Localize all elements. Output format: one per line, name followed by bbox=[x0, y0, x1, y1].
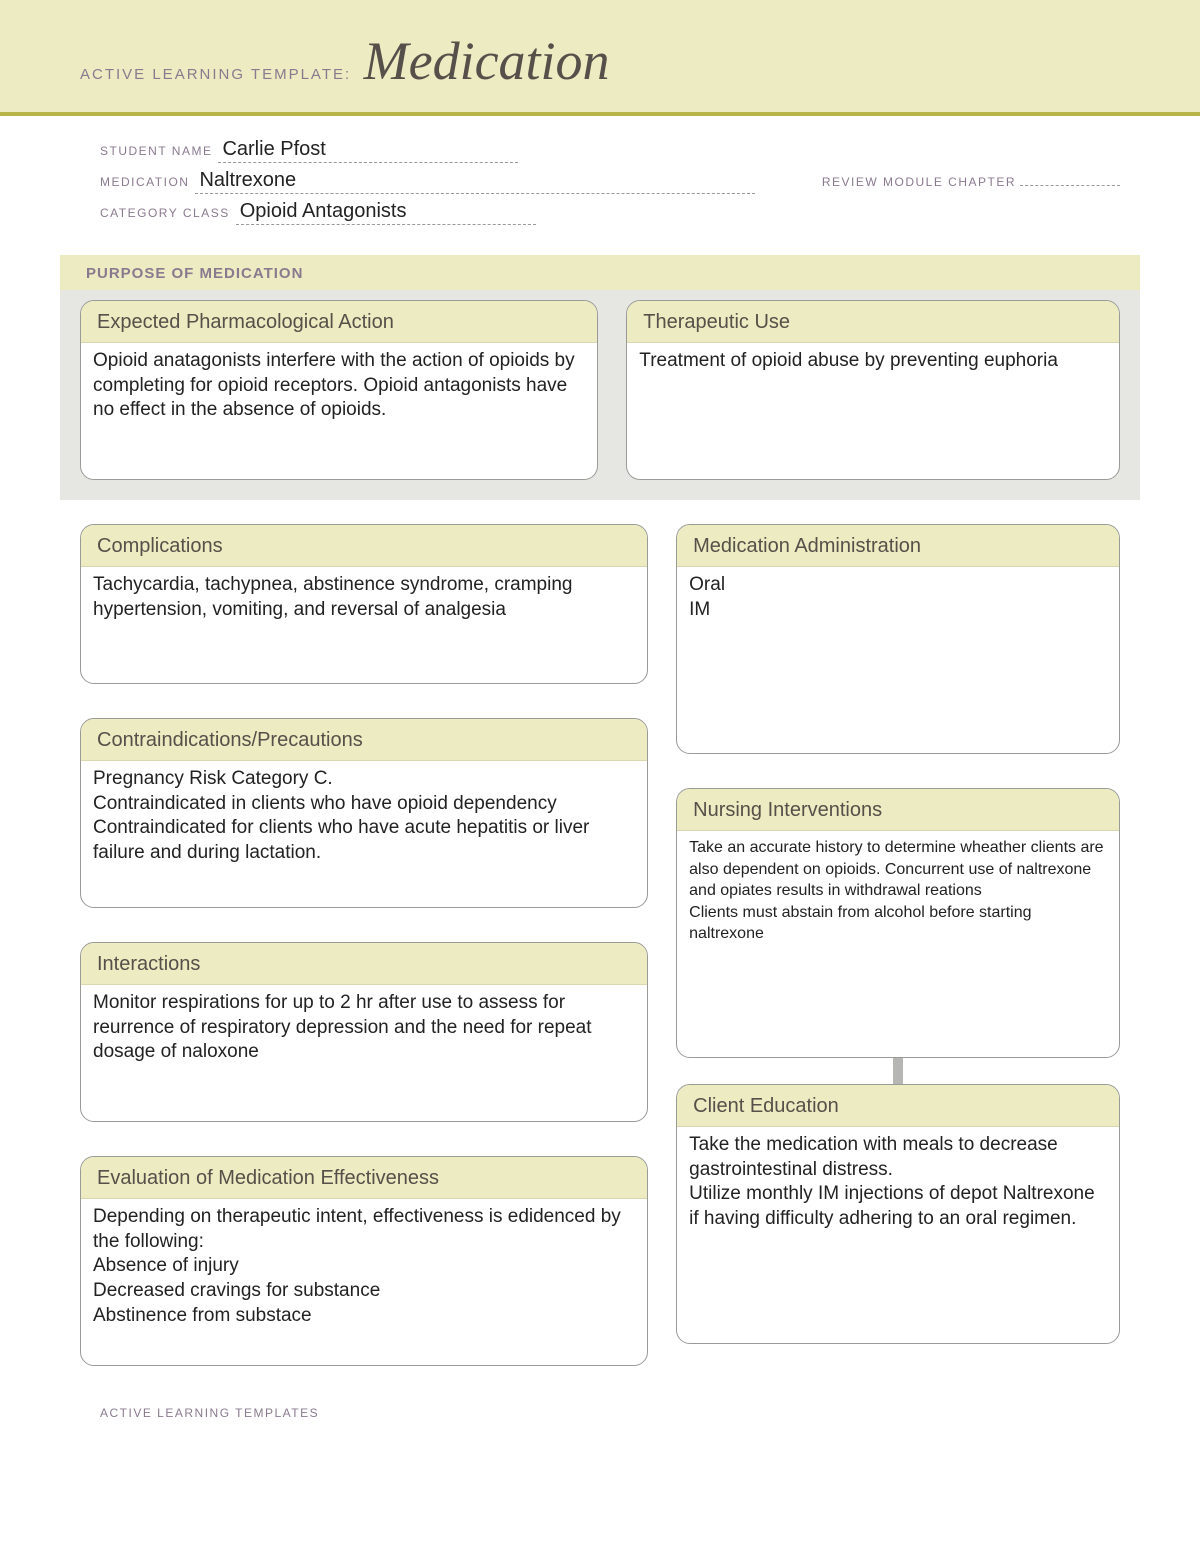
purpose-heading: PURPOSE OF MEDICATION bbox=[86, 265, 1120, 282]
card-title: Contraindications/Precautions bbox=[81, 719, 647, 761]
card-client-education: Client Education Take the medication wit… bbox=[676, 1084, 1120, 1344]
left-column: Complications Tachycardia, tachypnea, ab… bbox=[80, 524, 648, 1366]
card-evaluation: Evaluation of Medication Effectiveness D… bbox=[80, 1156, 648, 1366]
header-banner: ACTIVE LEARNING TEMPLATE: Medication bbox=[0, 0, 1200, 116]
card-body: Treatment of opioid abuse by preventing … bbox=[627, 343, 1119, 479]
banner-prefix: ACTIVE LEARNING TEMPLATE: bbox=[80, 66, 351, 83]
card-therapeutic-use: Therapeutic Use Treatment of opioid abus… bbox=[626, 300, 1120, 480]
card-title: Complications bbox=[81, 525, 647, 567]
form-fields: STUDENT NAME Carlie Pfost MEDICATION Nal… bbox=[0, 116, 1200, 241]
card-body: OralIM bbox=[677, 567, 1119, 753]
card-title: Client Education bbox=[677, 1085, 1119, 1127]
main-columns: Complications Tachycardia, tachypnea, ab… bbox=[0, 500, 1200, 1366]
card-body: Take an accurate history to determine wh… bbox=[677, 831, 1119, 1057]
category-value: Opioid Antagonists bbox=[236, 200, 536, 225]
card-contraindications: Contraindications/Precautions Pregnancy … bbox=[80, 718, 648, 908]
connector-line bbox=[893, 1058, 903, 1084]
medication-value: Naltrexone bbox=[195, 169, 755, 194]
banner-title: Medication bbox=[364, 31, 610, 91]
page: ACTIVE LEARNING TEMPLATE: Medication STU… bbox=[0, 0, 1200, 1480]
card-body: Take the medication with meals to decrea… bbox=[677, 1127, 1119, 1343]
card-body: Tachycardia, tachypnea, abstinence syndr… bbox=[81, 567, 647, 683]
card-med-administration: Medication Administration OralIM bbox=[676, 524, 1120, 754]
card-complications: Complications Tachycardia, tachypnea, ab… bbox=[80, 524, 648, 684]
field-medication: MEDICATION Naltrexone REVIEW MODULE CHAP… bbox=[100, 169, 1120, 194]
card-title: Therapeutic Use bbox=[627, 301, 1119, 343]
card-title: Interactions bbox=[81, 943, 647, 985]
student-label: STUDENT NAME bbox=[100, 144, 212, 158]
card-interactions: Interactions Monitor respirations for up… bbox=[80, 942, 648, 1122]
card-title: Expected Pharmacological Action bbox=[81, 301, 597, 343]
card-body: Monitor respirations for up to 2 hr afte… bbox=[81, 985, 647, 1121]
medication-label: MEDICATION bbox=[100, 175, 189, 189]
purpose-boxes: Expected Pharmacological Action Opioid a… bbox=[60, 290, 1140, 480]
student-value: Carlie Pfost bbox=[218, 138, 518, 163]
field-category: CATEGORY CLASS Opioid Antagonists bbox=[100, 200, 1120, 225]
card-title: Nursing Interventions bbox=[677, 789, 1119, 831]
category-label: CATEGORY CLASS bbox=[100, 206, 230, 220]
card-title: Medication Administration bbox=[677, 525, 1119, 567]
field-student: STUDENT NAME Carlie Pfost bbox=[100, 138, 1120, 163]
card-body: Opioid anatagonists interfere with the a… bbox=[81, 343, 597, 479]
card-pharm-action: Expected Pharmacological Action Opioid a… bbox=[80, 300, 598, 480]
spacer bbox=[676, 754, 1120, 788]
purpose-heading-bar: PURPOSE OF MEDICATION bbox=[60, 255, 1140, 290]
purpose-section: PURPOSE OF MEDICATION Expected Pharmacol… bbox=[60, 255, 1140, 500]
review-label: REVIEW MODULE CHAPTER bbox=[822, 175, 1016, 189]
footer-text: ACTIVE LEARNING TEMPLATES bbox=[0, 1366, 1200, 1420]
card-title: Evaluation of Medication Effectiveness bbox=[81, 1157, 647, 1199]
card-nursing-interventions: Nursing Interventions Take an accurate h… bbox=[676, 788, 1120, 1058]
right-column: Medication Administration OralIM Nursing… bbox=[676, 524, 1120, 1344]
review-value bbox=[1020, 185, 1120, 186]
card-body: Pregnancy Risk Category C.Contraindicate… bbox=[81, 761, 647, 907]
card-body: Depending on therapeutic intent, effecti… bbox=[81, 1199, 647, 1365]
